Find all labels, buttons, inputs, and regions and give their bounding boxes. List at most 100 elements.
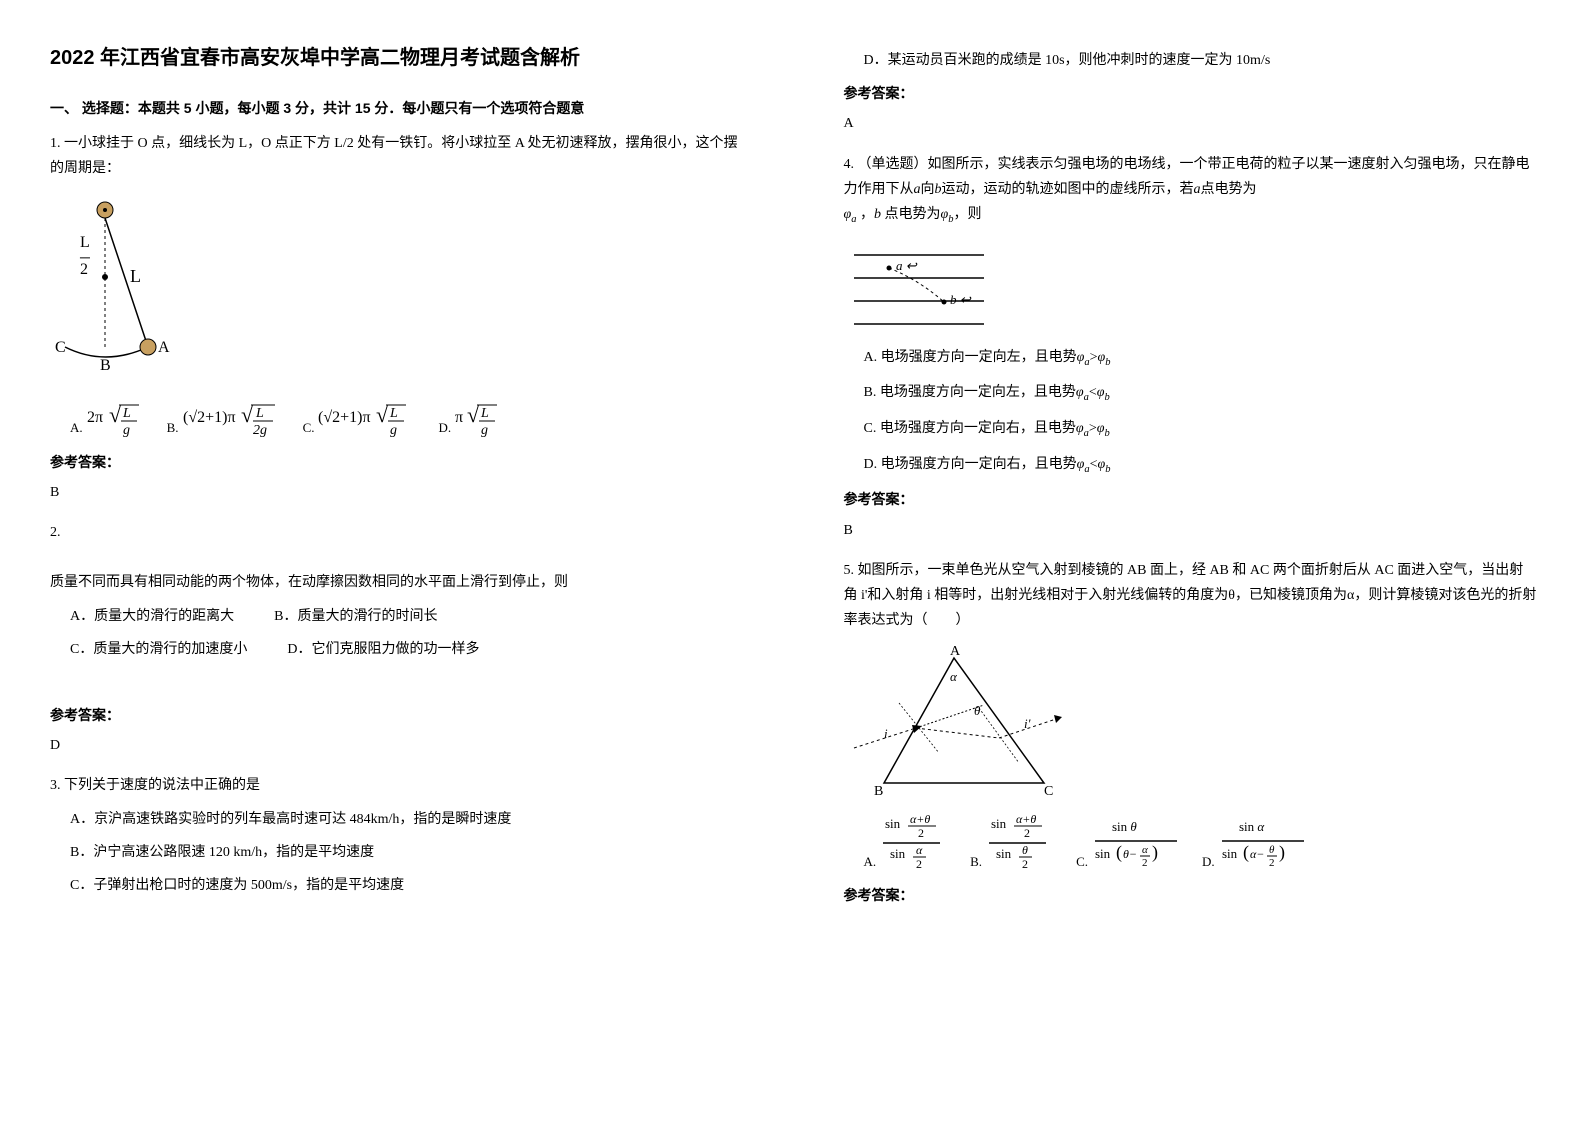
svg-text:2: 2: [1022, 857, 1028, 871]
q2-option-b: B．质量大的滑行的时间长: [274, 604, 437, 629]
q3-option-c: C．子弹射出枪口时的速度为 500m/s，指的是平均速度: [70, 873, 744, 898]
svg-text:L: L: [255, 406, 264, 421]
svg-text:2: 2: [916, 857, 922, 871]
svg-text:θ−: θ−: [1123, 847, 1137, 861]
q5-formula-b-icon: sin α+θ 2 sin θ 2: [986, 813, 1056, 873]
svg-text:sin: sin: [885, 816, 901, 831]
q5-options: A. sin α+θ 2 sin α 2 B. sin α+θ: [864, 813, 1538, 873]
q2-options-row2: C．质量大的滑行的加速度小 D．它们克服阻力做的功一样多: [70, 637, 744, 662]
svg-text:g: g: [123, 423, 130, 438]
q4-answer-label: 参考答案：: [844, 487, 1538, 512]
svg-text:2g: 2g: [253, 423, 267, 438]
svg-text:a ↩: a ↩: [896, 258, 918, 273]
svg-text:2: 2: [918, 826, 924, 840]
formula-d-icon: π √ L g: [455, 392, 510, 440]
q4-t3: 运动，运动的轨迹如图中的虚线所示，若: [942, 182, 1194, 197]
question-5: 5. 如图所示，一束单色光从空气入射到棱镜的 AB 面上，经 AB 和 AC 两…: [844, 558, 1538, 909]
svg-text:B: B: [874, 784, 883, 799]
svg-text:sin α: sin α: [1239, 819, 1265, 834]
svg-text:(: (: [1243, 842, 1249, 863]
svg-text:α−: α−: [1250, 847, 1264, 861]
formula-b-icon: (√2+1)π √ L 2g: [183, 392, 283, 440]
q5-text: 5. 如图所示，一束单色光从空气入射到棱镜的 AB 面上，经 AB 和 AC 两…: [844, 558, 1538, 634]
pendulum-diagram: L ─ 2 L C B A: [50, 192, 210, 382]
svg-text:α+θ: α+θ: [910, 813, 930, 826]
svg-text:2: 2: [1024, 826, 1030, 840]
formula-c-icon: (√2+1)π √ L g: [318, 392, 418, 440]
svg-text:B: B: [100, 357, 111, 374]
q3-answer: A: [844, 111, 1538, 136]
q4-answer: B: [844, 518, 1538, 543]
field-lines-diagram: a ↩ b ↩: [844, 240, 994, 335]
svg-text:): ): [1152, 842, 1158, 863]
q2-option-c: C．质量大的滑行的加速度小: [70, 637, 247, 662]
svg-text:C: C: [55, 339, 66, 356]
q4-oc-end: >: [1089, 421, 1097, 436]
q4-ob-text: B. 电场强度方向一定向左，且电势: [864, 385, 1076, 400]
svg-text:θ: θ: [1022, 843, 1028, 857]
q4-t4: 点电势为: [1201, 182, 1257, 197]
q4-oa-text: A. 电场强度方向一定向左，且电势: [864, 350, 1077, 365]
svg-text:θ: θ: [1269, 844, 1275, 856]
svg-text:√: √: [109, 402, 122, 427]
question-1: 1. 一小球挂于 O 点，细线长为 L，O 点正下方 L/2 处有一铁钉。将小球…: [50, 131, 744, 505]
q4-figure: a ↩ b ↩: [844, 240, 1538, 335]
q5-figure: A B C α i i' θ: [844, 643, 1538, 803]
q1-option-d: D. π √ L g: [438, 392, 510, 440]
svg-text:A: A: [158, 339, 170, 356]
svg-text:2: 2: [80, 261, 88, 278]
svg-text:g: g: [481, 423, 488, 438]
left-column: 2022 年江西省宜春市高安灰埠中学高二物理月考试题含解析 一、 选择题：本题共…: [0, 0, 794, 1122]
q2-option-d: D．它们克服阻力做的功一样多: [287, 637, 479, 662]
q5-option-b: B. sin α+θ 2 sin θ 2: [970, 813, 1056, 873]
svg-text:sin: sin: [1222, 846, 1238, 861]
q3-option-a: A．京沪高速铁路实验时的列车最高时速可达 484km/h，指的是瞬时速度: [70, 807, 744, 832]
question-3: 3. 下列关于速度的说法中正确的是 A．京沪高速铁路实验时的列车最高时速可达 4…: [50, 773, 744, 898]
q4-oc-text: C. 电场强度方向一定向右，且电势: [864, 421, 1076, 436]
section-header: 一、 选择题：本题共 5 小题，每小题 3 分，共计 15 分．每小题只有一个选…: [50, 96, 744, 121]
q4-option-a: A. 电场强度方向一定向左，且电势φa>φb: [864, 345, 1538, 373]
q5-formula-c-icon: sin θ sin ( θ− α 2 ): [1092, 813, 1182, 873]
q5-option-c: C. sin θ sin ( θ− α 2 ): [1076, 813, 1182, 873]
q2-num: 2.: [50, 520, 744, 545]
svg-text:L: L: [122, 406, 131, 421]
q1-answer: B: [50, 480, 744, 505]
svg-text:sin θ: sin θ: [1112, 819, 1137, 834]
svg-text:2: 2: [1142, 857, 1148, 869]
q5-formula-a-icon: sin α+θ 2 sin α 2: [880, 813, 950, 873]
q4-od-text: D. 电场强度方向一定向右，且电势: [864, 457, 1077, 472]
q1-option-a: A. 2π √ L g: [70, 392, 147, 440]
q4-t2: 向: [921, 182, 935, 197]
svg-text:α: α: [916, 843, 923, 857]
q3-option-d: D．某运动员百米跑的成绩是 10s，则他冲刺时的速度一定为 10m/s: [864, 48, 1538, 73]
svg-text:(: (: [1116, 842, 1122, 863]
q4-t5: 点电势为: [885, 207, 941, 222]
q4-option-b: B. 电场强度方向一定向左，且电势φa<φb: [864, 380, 1538, 408]
q3-option-b: B．沪宁高速公路限速 120 km/h，指的是平均速度: [70, 840, 744, 865]
q4-option-c: C. 电场强度方向一定向右，且电势φa>φb: [864, 416, 1538, 444]
svg-text:L: L: [130, 266, 141, 286]
prism-diagram: A B C α i i' θ: [844, 643, 1064, 803]
q2-answer-label: 参考答案：: [50, 703, 744, 728]
q1-option-b: B. (√2+1)π √ L 2g: [167, 392, 283, 440]
svg-text:i: i: [884, 726, 888, 741]
svg-text:2π: 2π: [87, 409, 103, 426]
svg-text:(√2+1)π: (√2+1)π: [318, 409, 371, 426]
svg-text:C: C: [1044, 784, 1053, 799]
svg-text:√: √: [376, 402, 389, 427]
q1-option-c: C. (√2+1)π √ L g: [303, 392, 419, 440]
svg-text:sin: sin: [996, 846, 1012, 861]
q3-answer-label: 参考答案：: [844, 81, 1538, 106]
svg-text:α: α: [950, 669, 958, 684]
svg-text:2: 2: [1269, 857, 1275, 869]
q4-text: 4. （单选题）如图所示，实线表示匀强电场的电场线，一个带正电荷的粒子以某一速度…: [844, 152, 1538, 230]
svg-text:L: L: [80, 234, 90, 251]
q4-option-d: D. 电场强度方向一定向右，且电势φa<φb: [864, 452, 1538, 480]
right-column: D．某运动员百米跑的成绩是 10s，则他冲刺时的速度一定为 10m/s 参考答案…: [794, 0, 1587, 1122]
svg-text:α: α: [1142, 844, 1148, 856]
q4-oa-end: >: [1090, 350, 1098, 365]
q5-formula-d-icon: sin α sin ( α− θ 2 ): [1219, 813, 1309, 873]
q5-option-d: D. sin α sin ( α− θ 2 ): [1202, 813, 1309, 873]
q3-text: 3. 下列关于速度的说法中正确的是: [50, 773, 744, 798]
q2-answer: D: [50, 733, 744, 758]
